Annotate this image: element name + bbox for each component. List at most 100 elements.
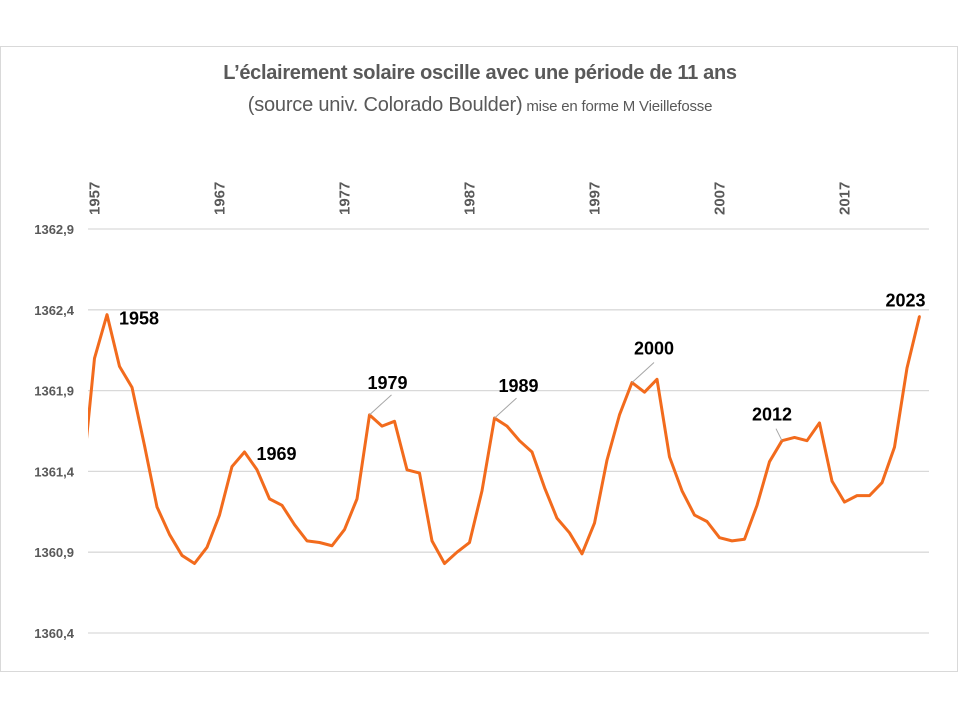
data-point xyxy=(643,391,646,394)
data-point xyxy=(118,365,121,368)
data-point xyxy=(130,386,134,389)
data-point xyxy=(805,439,809,442)
data-point xyxy=(818,421,821,425)
y-tick-label: 1362,4 xyxy=(34,303,75,318)
annotation-label: 1989 xyxy=(499,376,539,396)
data-point xyxy=(380,424,384,428)
data-point xyxy=(393,420,396,423)
data-point xyxy=(655,378,659,381)
x-tick-label: 1997 xyxy=(587,182,604,215)
data-point xyxy=(730,539,734,543)
data-point xyxy=(330,544,334,547)
data-point xyxy=(81,483,83,485)
data-point xyxy=(680,489,684,492)
annotation-label: 1979 xyxy=(368,373,408,393)
data-point xyxy=(405,468,409,471)
chart-subtitle: (source univ. Colorado Boulder) mise en … xyxy=(0,94,960,117)
data-point xyxy=(693,513,696,517)
data-point xyxy=(743,538,746,541)
data-point xyxy=(305,539,309,543)
chart-frame xyxy=(0,46,958,672)
y-axis-ticks: 1362,9 1362,4 1361,9 1361,4 1360,9 1360,4 xyxy=(34,222,75,641)
data-point xyxy=(918,315,921,318)
gridlines xyxy=(88,228,929,634)
data-point xyxy=(668,455,671,459)
data-point xyxy=(268,497,271,501)
y-tick-label: 1361,9 xyxy=(34,384,74,399)
data-point xyxy=(168,533,171,536)
data-point xyxy=(205,546,209,549)
data-point xyxy=(293,523,296,526)
y-tick-label: 1362,9 xyxy=(34,222,74,237)
series-line xyxy=(88,313,921,566)
data-point xyxy=(830,479,834,483)
series-group xyxy=(81,313,921,566)
x-tick-label: 1987 xyxy=(462,182,479,215)
data-point xyxy=(605,458,609,462)
data-point xyxy=(230,465,234,468)
data-point xyxy=(868,494,871,497)
data-point xyxy=(518,439,521,442)
annotations: 1958 1969 1979 1989 2000 2012 2023 xyxy=(119,290,926,464)
data-point xyxy=(193,562,196,565)
data-point xyxy=(105,313,109,316)
annotation-label: 2023 xyxy=(886,290,926,310)
annotation-leader xyxy=(631,362,655,383)
data-point xyxy=(93,357,96,360)
annotation-label: 2012 xyxy=(752,405,792,425)
data-point xyxy=(843,500,846,504)
annotation-leader xyxy=(369,394,392,416)
annotation-label: 2000 xyxy=(634,339,674,359)
y-tick-label: 1360,9 xyxy=(34,545,74,560)
data-point xyxy=(718,536,721,539)
data-point xyxy=(618,413,621,417)
data-point xyxy=(893,445,896,449)
data-point xyxy=(343,528,346,531)
x-axis-ticks: 1957 1967 1977 1987 1997 2007 2017 xyxy=(87,182,854,215)
data-point xyxy=(430,539,434,543)
data-point xyxy=(318,541,321,544)
data-point xyxy=(180,554,184,557)
annotation-label: 1958 xyxy=(119,309,159,329)
x-tick-label: 1967 xyxy=(212,182,229,215)
data-point xyxy=(243,450,246,454)
data-point xyxy=(480,489,484,492)
data-point xyxy=(905,366,909,370)
data-point xyxy=(793,436,796,439)
data-point xyxy=(568,531,571,535)
x-tick-label: 1957 xyxy=(87,182,104,215)
data-point xyxy=(280,504,284,507)
x-tick-label: 1977 xyxy=(337,182,354,215)
y-tick-label: 1360,4 xyxy=(34,626,75,641)
data-point xyxy=(755,504,759,507)
data-point xyxy=(530,450,534,454)
data-point xyxy=(593,521,596,525)
data-point xyxy=(543,486,546,489)
annotation-leader xyxy=(775,428,783,441)
data-point xyxy=(443,562,446,565)
data-point xyxy=(255,468,259,471)
data-point xyxy=(455,551,459,554)
y-tick-label: 1361,4 xyxy=(34,464,75,479)
annotation-label: 1969 xyxy=(257,444,297,464)
data-point xyxy=(580,552,584,556)
x-tick-label: 2017 xyxy=(837,182,854,215)
data-point xyxy=(705,520,709,523)
data-point xyxy=(218,513,221,517)
data-point xyxy=(505,424,509,428)
x-tick-label: 2007 xyxy=(712,182,729,215)
data-point xyxy=(355,497,359,501)
chart-subtitle-credit: mise en forme M Vieillefosse xyxy=(522,98,713,115)
data-point xyxy=(855,494,859,497)
data-point xyxy=(143,444,146,447)
data-point xyxy=(468,541,471,544)
annotation-leader xyxy=(494,397,517,419)
data-point xyxy=(768,460,771,463)
chart-title: L’éclairement solaire oscille avec une p… xyxy=(223,62,737,84)
data-point xyxy=(555,517,559,520)
chart-subtitle-source: (source univ. Colorado Boulder) xyxy=(247,94,523,116)
data-point xyxy=(155,505,159,509)
data-point xyxy=(418,471,421,475)
data-point xyxy=(880,481,884,484)
